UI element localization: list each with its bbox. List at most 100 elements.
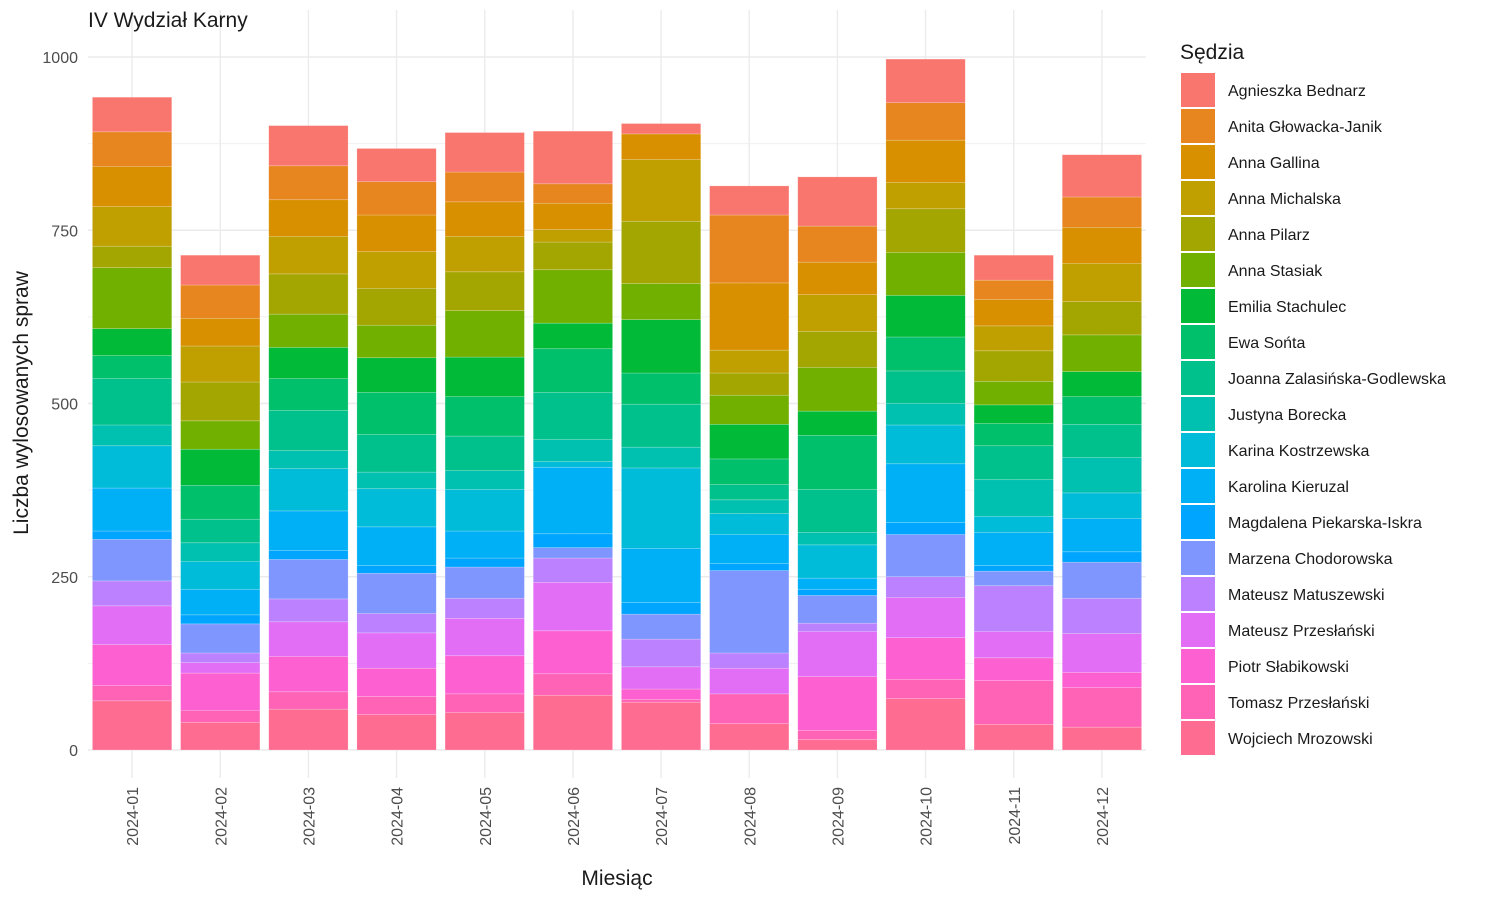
bar-segment — [885, 534, 966, 578]
bar-segment — [709, 423, 790, 460]
legend-label: Piotr Słabikowski — [1228, 659, 1349, 676]
bar-segment — [180, 588, 261, 616]
legend-swatch — [1181, 433, 1215, 467]
bar-segment — [92, 267, 173, 329]
x-tick-label: 2024-04 — [390, 787, 407, 846]
bar-segment — [973, 299, 1054, 327]
bar-segment — [268, 656, 349, 693]
bar-segment — [268, 165, 349, 201]
bar-segment — [92, 166, 173, 207]
bar-segment — [621, 602, 702, 615]
bar-segment — [444, 171, 525, 203]
bar-segment — [268, 559, 349, 600]
bar-segment — [1061, 551, 1142, 563]
bar-segment — [885, 698, 966, 751]
legend-label: Ewa Sońta — [1228, 335, 1305, 352]
bar-segment — [885, 403, 966, 426]
bar-segment — [885, 679, 966, 700]
bar-segment — [532, 241, 613, 271]
bar-segment — [444, 530, 525, 559]
bar-segment — [973, 724, 1054, 751]
bar-segment — [180, 662, 261, 674]
bar-segment — [885, 295, 966, 338]
x-tick-label: 2024-09 — [830, 787, 847, 846]
bar-segment — [797, 532, 878, 546]
legend-label: Anna Gallina — [1228, 155, 1320, 172]
bar-segment — [92, 685, 173, 702]
bar-segment — [709, 667, 790, 695]
bar-segment — [973, 516, 1054, 533]
bar-segment — [709, 349, 790, 374]
bar-segment — [797, 676, 878, 731]
bar-segment — [709, 563, 790, 571]
bar-segment — [92, 355, 173, 379]
bar-segment — [180, 721, 261, 751]
bar-segment — [709, 458, 790, 485]
bar-segment — [444, 310, 525, 358]
legend-label: Wojciech Mrozowski — [1228, 731, 1373, 748]
bar-segment — [268, 236, 349, 275]
bar-segment — [268, 273, 349, 315]
bar-segment — [621, 123, 702, 135]
bar-segment — [532, 130, 613, 185]
bar-segment — [885, 637, 966, 680]
y-tick-label: 500 — [51, 397, 78, 414]
bar-segment — [709, 723, 790, 751]
y-tick-label: 250 — [51, 570, 78, 587]
bar-segment — [973, 423, 1054, 447]
bar-segment — [1061, 227, 1142, 264]
x-tick-label: 2024-07 — [654, 787, 671, 846]
bar-segment — [356, 181, 437, 216]
bar-segment — [444, 396, 525, 437]
bar-segment — [621, 159, 702, 222]
bar-segment — [356, 714, 437, 751]
bar-segment — [356, 288, 437, 326]
bar-segment — [268, 378, 349, 411]
legend-label: Marzena Chodorowska — [1228, 551, 1393, 568]
bar-segment — [356, 613, 437, 634]
bar-segment — [180, 542, 261, 562]
x-tick-label: 2024-12 — [1095, 787, 1112, 846]
chart-title: IV Wydział Karny — [88, 9, 248, 32]
legend-swatch — [1181, 73, 1215, 107]
legend-swatch — [1181, 577, 1215, 611]
bar-segment — [797, 631, 878, 677]
bar-segment — [973, 570, 1054, 587]
bar-segment — [180, 614, 261, 625]
legend-label: Anna Pilarz — [1228, 227, 1310, 244]
bar-segment — [356, 632, 437, 669]
bar-segment — [444, 271, 525, 311]
legend-label: Mateusz Matuszewski — [1228, 587, 1385, 604]
bar-segment — [973, 381, 1054, 406]
bar-segment — [1061, 561, 1142, 599]
x-tick-label: 2024-05 — [478, 787, 495, 846]
legend-label: Agnieszka Bednarz — [1228, 83, 1366, 100]
bar-segment — [180, 484, 261, 520]
legend-title: Sędzia — [1180, 41, 1245, 64]
bar-segment — [621, 701, 702, 751]
bar-segment — [1061, 672, 1142, 688]
bar-segment — [1061, 457, 1142, 494]
legend-swatch — [1181, 361, 1215, 395]
x-axis-title: Miesiąc — [581, 867, 652, 890]
bar-segment — [973, 404, 1054, 424]
bar-segment — [356, 148, 437, 183]
bar-segment — [973, 350, 1054, 382]
y-axis-title: Liczba wylosowanych spraw — [10, 270, 33, 535]
legend-swatch — [1181, 541, 1215, 575]
legend-label: Emilia Stachulec — [1228, 299, 1346, 316]
bar-segment — [621, 666, 702, 690]
bar-segment — [1061, 597, 1142, 634]
bar-segment — [885, 58, 966, 104]
bar-segment — [92, 644, 173, 686]
bar-segment — [180, 652, 261, 663]
bar-segment — [444, 489, 525, 532]
legend-swatch — [1181, 721, 1215, 755]
bar-segment — [885, 182, 966, 210]
bar-segment — [709, 372, 790, 396]
bar-segment — [356, 667, 437, 697]
bar-segment — [268, 410, 349, 451]
legend-label: Justyna Borecka — [1228, 407, 1346, 424]
y-axis-ticks: 0 250 500 750 1000 — [42, 50, 78, 760]
